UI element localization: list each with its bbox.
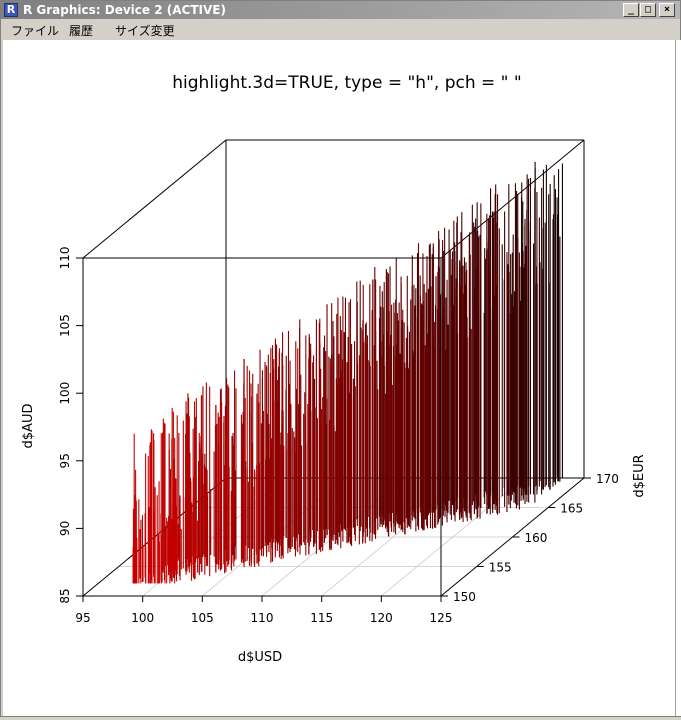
scatter3d-plot: highlight.3d=TRUE, type = "h", pch = " "…	[21, 73, 647, 665]
window-title: R Graphics: Device 2 (ACTIVE)	[23, 3, 226, 17]
x-tick-label: 115	[310, 611, 333, 625]
z-tick-label: 90	[58, 521, 72, 536]
z-tick-label: 95	[58, 453, 72, 468]
x-tick-label: 110	[251, 611, 274, 625]
box-edge	[82, 139, 227, 259]
x-tick-label: 95	[75, 611, 90, 625]
y-tick-label: 160	[525, 531, 548, 545]
z-tick-label: 85	[58, 588, 72, 603]
close-button[interactable]: ×	[659, 3, 675, 17]
r-logo-icon: R	[4, 3, 18, 17]
y-tick-label: 170	[596, 472, 619, 486]
z-tick-label: 105	[58, 314, 72, 337]
box-edge	[440, 139, 585, 259]
data-spikes	[132, 161, 563, 584]
menu-history[interactable]: 履歴	[69, 24, 94, 38]
y-axis-label: d$EUR	[632, 454, 647, 497]
maximize-button[interactable]: □	[640, 3, 656, 17]
z-axis-label: d$AUD	[21, 404, 36, 449]
x-axis-label: d$USD	[238, 650, 282, 665]
x-tick-label: 120	[370, 611, 393, 625]
z-tick-label: 110	[58, 247, 72, 270]
title-bar[interactable]: R R Graphics: Device 2 (ACTIVE) _ □ ×	[1, 1, 680, 19]
menu-resize[interactable]: サイズ変更	[115, 24, 175, 38]
y-tick-label: 150	[453, 590, 476, 604]
window-edge	[675, 40, 681, 716]
minimize-button[interactable]: _	[623, 3, 639, 17]
y-tick-label: 155	[489, 561, 512, 575]
menu-bar: ファイル 履歴 サイズ変更	[1, 19, 680, 39]
z-tick-label: 100	[58, 382, 72, 405]
chart-title: highlight.3d=TRUE, type = "h", pch = " "	[172, 73, 521, 93]
x-tick-label: 100	[131, 611, 154, 625]
y-tick-label: 165	[560, 502, 583, 516]
plot-canvas: highlight.3d=TRUE, type = "h", pch = " "…	[3, 40, 675, 716]
menu-file[interactable]: ファイル	[11, 24, 60, 38]
x-tick-label: 105	[191, 611, 214, 625]
x-tick-label: 125	[430, 611, 453, 625]
